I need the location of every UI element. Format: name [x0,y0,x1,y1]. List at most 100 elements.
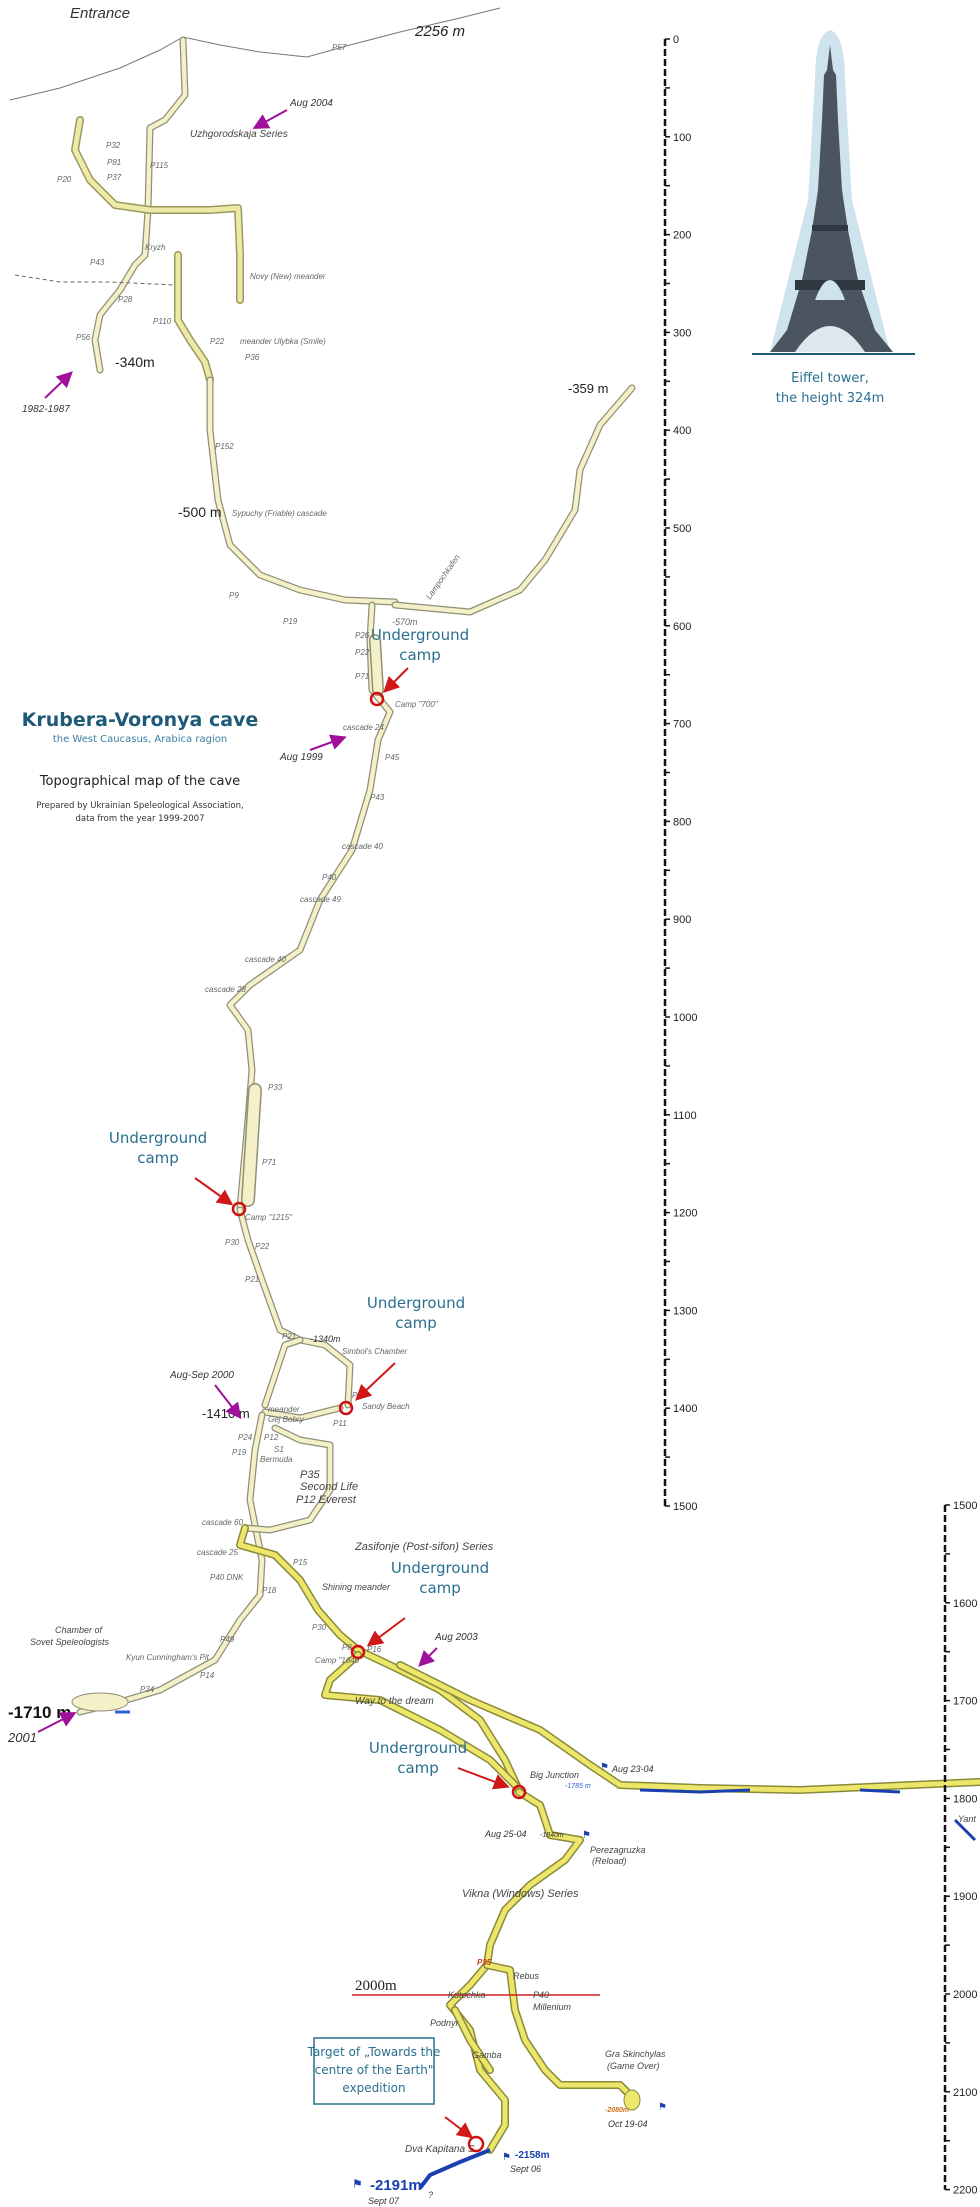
depth-label: -2158m [515,2150,550,2161]
place-label: P12 Everest [296,1494,357,1506]
place-label: Kryzh [145,243,166,252]
camp-label: Underground [367,1294,465,1312]
date-label: Aug-Sep 2000 [169,1370,234,1381]
depth-label: -1410 m [202,1406,250,1421]
scale-tick-label: 700 [673,719,691,731]
cave-region: the West Caucasus, Arabica ragion [53,734,227,745]
place-label: Lampochkafen [424,553,462,602]
camp-label: camp [419,1579,461,1597]
place-label: P22 [210,337,225,346]
place-label: P71 [355,672,369,681]
place-label: P24 [238,1433,253,1442]
place-label: P12 [264,1433,279,1442]
place-label: Camp "1640" [315,1656,363,1665]
place-label: P43 [90,258,105,267]
place-label: P36 [245,353,260,362]
place-label: P26 [355,631,370,640]
place-label: meander [268,1405,300,1414]
place-label: P33 [268,1083,283,1092]
date-label: Oct 19-04 [608,2119,648,2129]
depth-label-deepest: -2191m [370,2177,422,2194]
scale-tick-label: 1200 [673,1208,697,1220]
place-label: Gamba [472,2050,502,2060]
place-label: Kutochka [448,1990,486,2000]
place-label: P11 [333,1419,347,1428]
scale-tick-label: 1500 [953,1500,977,1512]
place-label: P152 [215,442,234,451]
place-label: P19 [283,617,298,626]
flag-icon: ⚑ [582,1830,591,1841]
eiffel-tower-image [752,30,915,355]
scale-tick-label: 1500 [673,1501,697,1513]
entrance-label: Entrance [70,5,130,22]
place-label: P21 [245,1275,259,1284]
date-label: Aug 2003 [434,1632,478,1643]
scale-tick-label: 1700 [953,1696,977,1708]
scale-tick-label: 500 [673,523,691,535]
scale-tick-label: 1000 [673,1012,697,1024]
arrow-icon [366,1617,406,1647]
place-label: P30 [312,1623,327,1632]
place-label: cascade 40 [342,842,383,851]
depth-label: -1710 m [8,1703,71,1722]
depth-label: -1340m [310,1334,341,1344]
arrow-icon [214,1384,242,1420]
date-label: Aug 25-04 [484,1829,527,1839]
depth-label: -1840m [540,1832,564,1839]
flag-icon: ⚑ [352,2177,363,2191]
depth-2000m-label: 2000m [355,1978,397,1994]
place-label: (Reload) [592,1856,627,1866]
date-label: 2001 [7,1730,37,1745]
camp-label: camp [395,1314,437,1332]
place-label: Dva Kapitana S. [405,2144,477,2155]
place-label: P22 [255,1242,270,1251]
place-label: P43 [370,793,385,802]
place-label: meander Ulybka (Smile) [240,337,326,346]
arrow-icon [383,667,409,693]
surface-line [9,7,501,101]
scale-tick-label: 300 [673,327,691,339]
arrow-icon [418,1647,438,1667]
scale-tick-label: 2000 [953,1989,977,2001]
flag-icons: ⚑ ⚑ ⚑ ⚑ ⚑ [352,1762,667,2191]
arrow-icon [252,109,288,129]
depth-label: -359 m [568,381,608,396]
place-label: Sandy Beach [362,1402,410,1411]
place-label: P35 [477,1958,492,1967]
scale-tick-label: 200 [673,230,691,242]
place-label: S1 [274,1445,284,1454]
camp-markers [231,691,527,2153]
place-label: P71 [262,1158,276,1167]
place-label: cascade 40 [245,955,286,964]
place-label: P15 [293,1558,308,1567]
place-label: cascade 25 [197,1548,238,1557]
place-label: Yant [958,1814,976,1824]
place-label: Podnyr [430,2018,460,2028]
scale-tick-label: 2100 [953,2087,977,2099]
arrow-icon [194,1177,234,1206]
place-label: P28 [118,295,133,304]
place-label: Chamber of [55,1625,104,1635]
date-label: Aug 1999 [279,752,323,763]
upper-passages [14,36,636,1716]
depth-label: -570m [392,617,418,627]
camp-labels: Underground camp Underground camp Underg… [109,626,489,1777]
arrow-icon [309,734,347,751]
place-label: (Game Over) [607,2061,660,2071]
place-label: Big Junction [530,1770,579,1780]
place-label: Novy (New) meander [250,272,326,281]
place-label: P18 [262,1586,277,1595]
target-text: expedition [342,2081,405,2095]
date-label: 1982-1987 [22,404,70,415]
place-label: P56 [76,333,91,342]
place-label: P8 [342,1643,352,1652]
target-marker [467,2135,485,2153]
place-label: P34 [140,1685,155,1694]
camp-700-marker [369,691,385,707]
scale-tick-label: 100 [673,132,691,144]
camp-big-junction-marker [511,1784,527,1800]
date-label: Sept 06 [510,2164,541,2174]
place-label: P57 [332,43,347,52]
scale-tick-label: 1100 [673,1110,697,1122]
